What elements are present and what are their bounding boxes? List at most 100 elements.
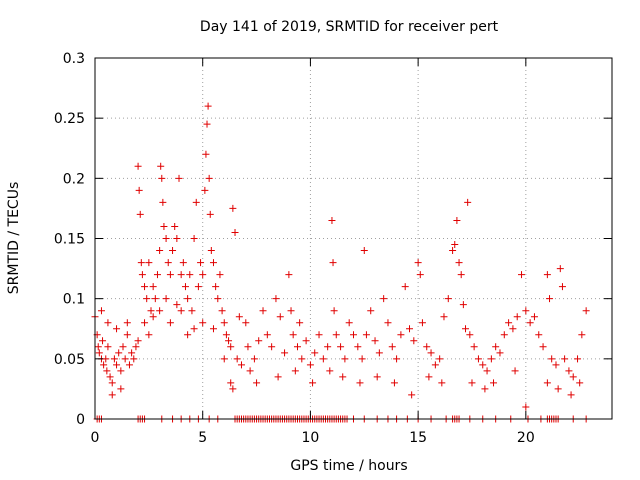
data-point bbox=[375, 349, 383, 357]
data-point bbox=[341, 355, 349, 363]
data-point bbox=[296, 319, 304, 327]
data-point bbox=[285, 271, 293, 279]
data-point bbox=[554, 385, 562, 393]
data-point bbox=[362, 331, 370, 339]
data-point bbox=[128, 349, 136, 357]
data-point bbox=[171, 222, 179, 230]
data-point bbox=[158, 174, 166, 182]
data-point bbox=[206, 210, 214, 218]
data-point bbox=[582, 307, 590, 315]
data-point bbox=[202, 150, 210, 158]
data-point bbox=[119, 343, 127, 351]
data-point bbox=[449, 247, 457, 255]
data-point bbox=[220, 319, 228, 327]
data-point bbox=[496, 349, 504, 357]
data-point bbox=[324, 343, 332, 351]
data-point bbox=[242, 319, 250, 327]
data-point bbox=[95, 349, 103, 357]
data-point bbox=[481, 385, 489, 393]
data-point bbox=[509, 325, 517, 333]
data-point bbox=[159, 198, 167, 206]
data-point bbox=[181, 283, 189, 291]
data-point bbox=[556, 265, 564, 273]
data-point bbox=[192, 198, 200, 206]
data-point bbox=[222, 331, 230, 339]
plot-frame bbox=[94, 57, 613, 420]
data-point bbox=[408, 391, 416, 399]
data-point bbox=[306, 361, 314, 369]
data-point bbox=[173, 235, 181, 242]
data-point bbox=[113, 361, 121, 369]
data-point bbox=[104, 319, 112, 327]
y-axis-label: SRMTID / TECUs bbox=[6, 182, 22, 295]
data-point bbox=[190, 235, 198, 242]
data-point bbox=[233, 355, 241, 363]
data-point bbox=[410, 337, 418, 345]
data-point bbox=[108, 379, 116, 387]
data-point bbox=[539, 343, 547, 351]
data-point bbox=[94, 343, 102, 351]
data-point bbox=[397, 331, 405, 339]
data-point bbox=[367, 307, 375, 315]
data-point bbox=[188, 307, 196, 315]
data-point bbox=[141, 319, 149, 327]
data-point bbox=[492, 343, 500, 351]
data-point bbox=[123, 319, 131, 327]
data-point bbox=[166, 319, 174, 327]
data-point bbox=[470, 343, 478, 351]
data-point bbox=[164, 259, 172, 267]
data-point bbox=[406, 325, 414, 333]
data-point bbox=[546, 295, 554, 303]
data-point bbox=[576, 379, 584, 387]
data-point bbox=[137, 259, 145, 267]
data-point bbox=[345, 319, 353, 327]
data-point bbox=[99, 337, 107, 345]
data-point bbox=[281, 349, 289, 357]
data-point bbox=[358, 355, 366, 363]
data-point bbox=[253, 379, 261, 387]
data-point bbox=[156, 307, 164, 315]
data-point bbox=[250, 355, 258, 363]
data-point bbox=[125, 361, 133, 369]
data-point bbox=[440, 313, 448, 321]
data-point bbox=[100, 361, 108, 369]
data-point bbox=[459, 301, 467, 309]
data-point bbox=[565, 367, 573, 375]
data-point bbox=[319, 355, 327, 363]
data-point bbox=[130, 355, 138, 363]
data-point bbox=[329, 259, 337, 267]
data-point bbox=[309, 379, 317, 387]
data-point bbox=[337, 343, 345, 351]
data-point bbox=[173, 301, 181, 309]
y-tick-label: 0.1 bbox=[63, 292, 85, 308]
data-point bbox=[393, 355, 401, 363]
x-axis: 0 5 10 15 20 bbox=[91, 58, 535, 446]
y-tick-label: 0.05 bbox=[54, 352, 85, 368]
data-point bbox=[289, 331, 297, 339]
data-point bbox=[414, 259, 422, 267]
data-point bbox=[578, 331, 586, 339]
data-point bbox=[220, 355, 228, 363]
data-point bbox=[169, 247, 177, 255]
data-point bbox=[263, 331, 271, 339]
data-point bbox=[350, 331, 357, 339]
data-point bbox=[311, 349, 319, 357]
data-point bbox=[229, 385, 237, 393]
data-point bbox=[332, 331, 340, 339]
data-point bbox=[513, 313, 521, 321]
data-point bbox=[561, 355, 569, 363]
data-point bbox=[153, 271, 161, 279]
data-point bbox=[518, 271, 526, 279]
data-point bbox=[436, 355, 444, 363]
x-axis-label: GPS time / hours bbox=[290, 458, 407, 474]
data-point bbox=[535, 331, 543, 339]
y-axis: 0 0.05 0.1 0.15 0.2 0.25 0.3 bbox=[54, 51, 612, 428]
data-point bbox=[110, 355, 118, 363]
data-point bbox=[416, 271, 424, 279]
data-point bbox=[423, 343, 431, 351]
data-point bbox=[162, 295, 170, 303]
data-point bbox=[177, 307, 185, 315]
data-point bbox=[184, 331, 192, 339]
data-point bbox=[255, 337, 263, 345]
y-tick-label: 0.3 bbox=[63, 51, 85, 67]
